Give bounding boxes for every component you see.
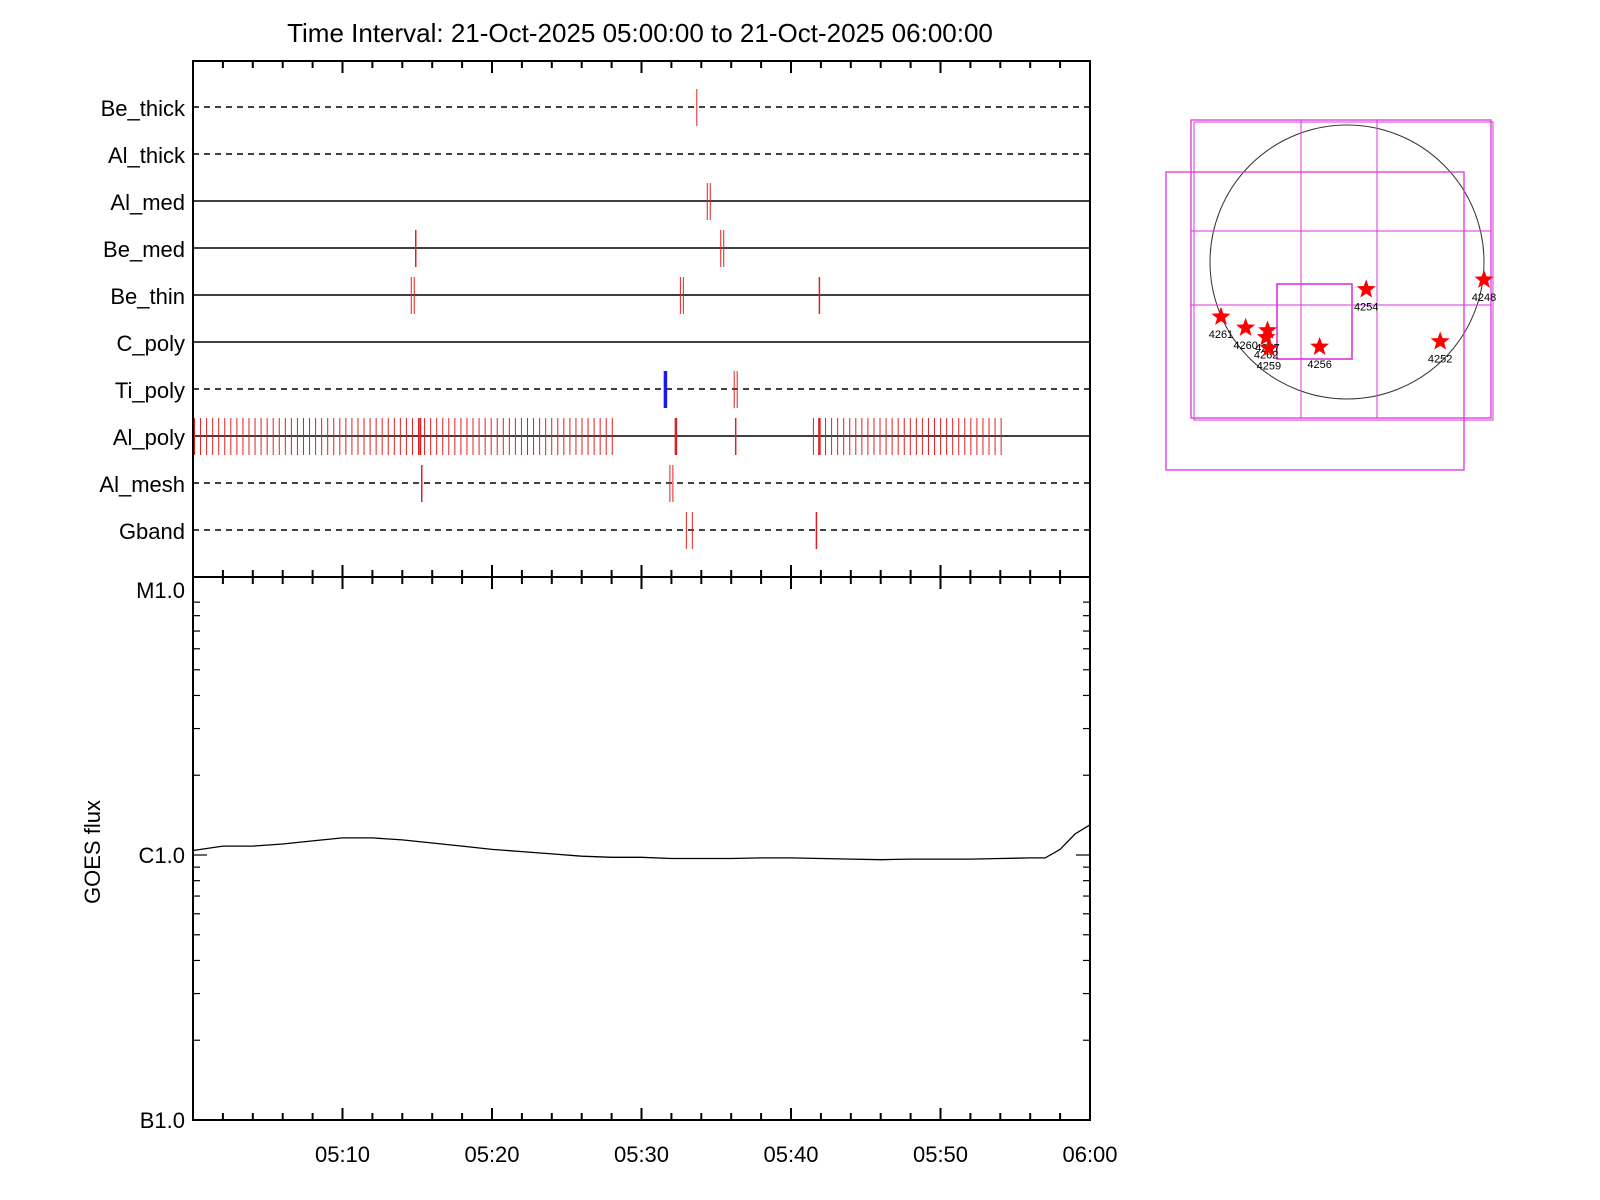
active-region-star: [1258, 320, 1278, 339]
active-region-label: 4260: [1233, 340, 1257, 352]
x-tick-label: 05:40: [763, 1142, 818, 1167]
track-label: Be_med: [103, 237, 185, 262]
time-axis: 05:10 05:20 05:30 05:40 05:50 06:00: [315, 1142, 1118, 1167]
x-tick-label: 06:00: [1062, 1142, 1117, 1167]
fov-box-small: [1276, 283, 1353, 360]
active-region-star: [1211, 306, 1231, 325]
top-panel-frame: [192, 60, 1091, 578]
active-region-label: 4256: [1307, 359, 1331, 371]
active-region-label: 4259: [1257, 360, 1281, 372]
solar-limb: [1209, 124, 1485, 400]
goes-flux-panel: B1.0 C1.0 M1.0: [136, 565, 1091, 1133]
fov-box: [1190, 119, 1492, 419]
x-tick-label: 05:20: [464, 1142, 519, 1167]
track-label: Al_med: [110, 190, 185, 215]
event-timeline-panel: Be_thick Al_thick Al_med Be_med Be_thin C_pol…: [99, 60, 1091, 578]
x-tick-label: 05:50: [913, 1142, 968, 1167]
track-label: Al_poly: [113, 425, 185, 450]
active-region-star: [1474, 269, 1494, 288]
track-label: Al_mesh: [99, 472, 185, 497]
chart-title: Time Interval: 21-Oct-2025 05:00:00 to 2…: [287, 18, 993, 48]
track-label: Be_thick: [101, 96, 186, 121]
active-region-star: [1310, 336, 1330, 355]
track-label: Be_thin: [110, 284, 185, 309]
y-tick-label: B1.0: [140, 1108, 185, 1133]
track-label: C_poly: [117, 331, 185, 356]
active-region-star: [1356, 279, 1376, 298]
active-region-star: [1259, 338, 1279, 357]
y-tick-label: M1.0: [136, 578, 185, 603]
bottom-panel-frame: [192, 576, 1091, 1121]
active-region-star: [1256, 327, 1276, 346]
solar-disk-map: 426142604257426242594256425442524248: [1165, 119, 1496, 471]
fov-box: [1165, 171, 1465, 471]
track-label: Ti_poly: [115, 378, 185, 403]
active-region-label: 4261: [1209, 329, 1233, 341]
fov-box: [1193, 121, 1494, 421]
active-region-label: 4248: [1472, 292, 1496, 304]
track-label: Gband: [119, 519, 185, 544]
active-region-star: [1430, 331, 1450, 350]
y-axis-label: GOES flux: [80, 800, 105, 904]
goes-flux-line: [192, 824, 1091, 861]
x-tick-label: 05:30: [614, 1142, 669, 1167]
active-region-label: 4252: [1428, 353, 1452, 365]
active-region-label: 4254: [1354, 301, 1378, 313]
y-tick-label: C1.0: [139, 843, 185, 868]
x-tick-label: 05:10: [315, 1142, 370, 1167]
track-label: Al_thick: [108, 143, 186, 168]
active-region-star: [1236, 317, 1256, 336]
